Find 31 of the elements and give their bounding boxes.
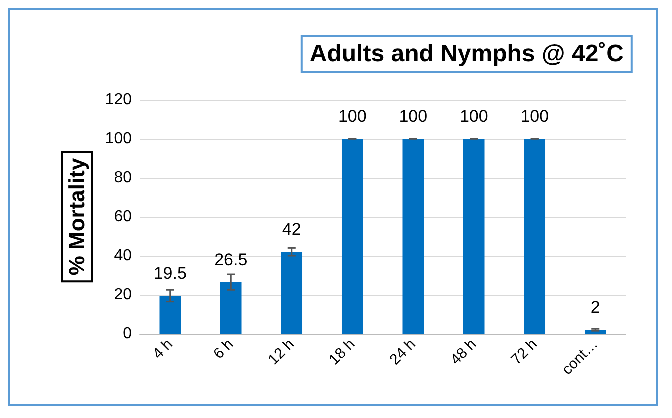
bar [524,139,546,334]
x-tick-label: 24 h [386,336,420,369]
x-tick-label: 12 h [265,336,298,369]
y-axis-title: % Mortality [64,158,90,276]
data-label: 19.5 [154,264,187,283]
bar [342,139,364,334]
data-label: 100 [399,107,428,126]
chart-title: Adults and Nymphs @ 42˚C [310,40,624,68]
data-label: 2 [590,298,600,318]
data-label: 26.5 [214,250,248,270]
y-tick-label: 40 [114,248,132,264]
bar [220,282,242,334]
x-tick-label: 72 h [508,336,541,369]
x-tick-label: 6 h [210,336,238,363]
data-label: 42 [282,220,302,240]
bar [463,139,485,334]
bar [281,252,303,334]
y-tick-label: 120 [105,92,132,108]
data-label: 100 [338,107,367,126]
x-tick-label: 4 h [150,336,176,363]
y-tick-label: 60 [114,208,132,226]
data-label: 100 [520,107,550,126]
y-tick-label: 0 [123,326,132,342]
data-label: 100 [460,107,488,126]
bar [160,296,182,334]
bar [402,139,424,334]
x-tick-label: 48 h [447,336,480,369]
y-tick-label: 20 [114,286,132,304]
y-tick-label: 80 [114,170,132,186]
y-tick-label: 100 [105,130,132,148]
x-tick-label: 18 h [326,336,359,369]
